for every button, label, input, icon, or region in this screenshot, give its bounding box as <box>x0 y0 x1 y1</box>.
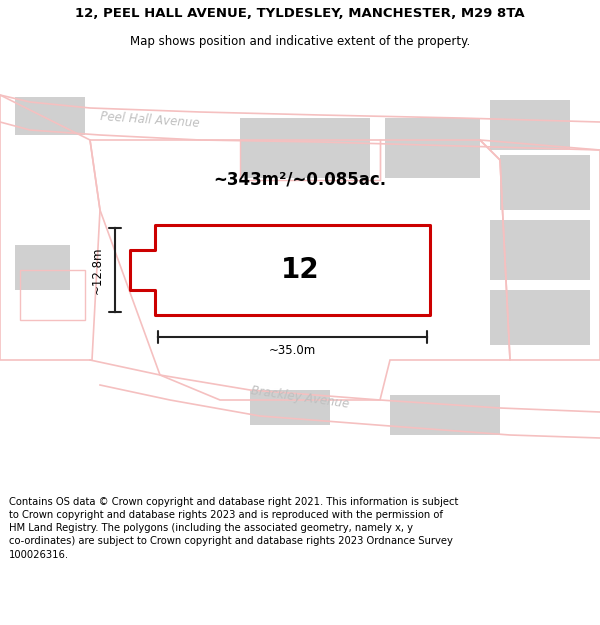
Bar <box>385 118 480 178</box>
Bar <box>15 245 70 290</box>
Bar <box>490 290 590 345</box>
Bar <box>240 118 370 178</box>
Text: Contains OS data © Crown copyright and database right 2021. This information is : Contains OS data © Crown copyright and d… <box>9 497 458 559</box>
Polygon shape <box>130 225 430 315</box>
Text: 12: 12 <box>281 256 319 284</box>
Text: ~12.8m: ~12.8m <box>91 246 104 294</box>
Text: 12, PEEL HALL AVENUE, TYLDESLEY, MANCHESTER, M29 8TA: 12, PEEL HALL AVENUE, TYLDESLEY, MANCHES… <box>75 8 525 20</box>
Bar <box>250 390 330 425</box>
Polygon shape <box>90 360 600 438</box>
Text: ~35.0m: ~35.0m <box>269 344 316 357</box>
Text: Brackley Avenue: Brackley Avenue <box>250 384 350 411</box>
Bar <box>390 395 500 435</box>
Bar <box>490 100 570 150</box>
Text: Peel Hall Avenue: Peel Hall Avenue <box>100 110 200 130</box>
Polygon shape <box>0 95 600 150</box>
Text: ~343m²/~0.085ac.: ~343m²/~0.085ac. <box>214 171 386 189</box>
Bar <box>500 155 590 210</box>
Bar <box>490 220 590 280</box>
Bar <box>15 97 85 135</box>
Text: Map shows position and indicative extent of the property.: Map shows position and indicative extent… <box>130 35 470 48</box>
